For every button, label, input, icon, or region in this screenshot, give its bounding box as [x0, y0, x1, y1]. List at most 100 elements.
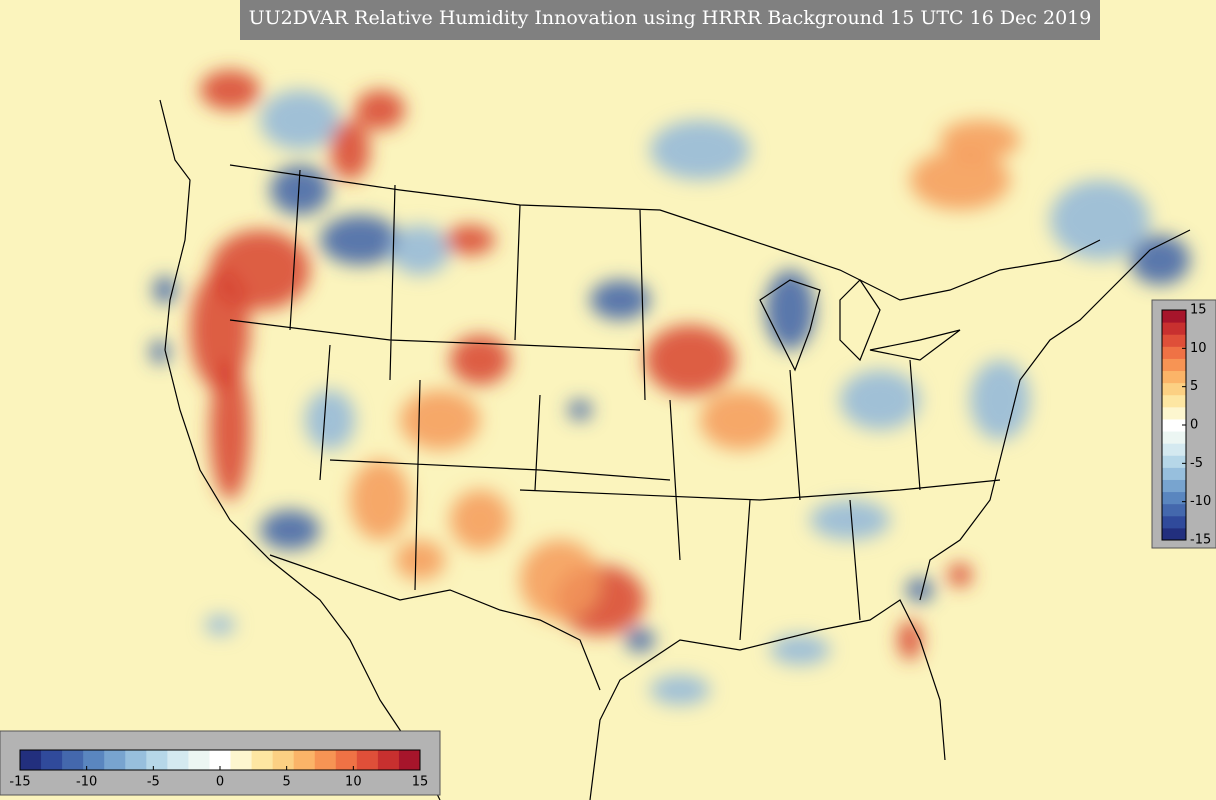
colorbar-swatch	[356, 750, 379, 770]
colorbar-tick-label: 10	[1190, 341, 1207, 356]
colorbar-swatch	[314, 750, 337, 770]
coastline	[159, 99, 441, 800]
colorbar-swatch	[1162, 346, 1186, 359]
colorbar-swatch	[188, 750, 210, 770]
east-coast	[919, 229, 1191, 601]
anomaly-blob	[568, 400, 592, 420]
colorbar-tick-label: -15	[9, 775, 30, 790]
colorbar-swatch	[1162, 322, 1186, 335]
anomaly-blob	[305, 390, 355, 450]
anomaly-blob	[200, 70, 260, 110]
anomaly-blob	[153, 276, 177, 304]
canada-border	[229, 164, 1101, 301]
anomaly-blob	[590, 280, 650, 320]
anomaly-blob	[355, 90, 405, 130]
colorbar-tick-label: -5	[1190, 456, 1203, 471]
title-box	[240, 0, 1100, 40]
colorbar-swatch	[167, 750, 189, 770]
colorbar-tick-label: 5	[283, 775, 291, 790]
anomaly-blob	[520, 540, 600, 620]
colorbar-swatch	[1162, 418, 1186, 432]
colorbar-right: 15 10 5 0 -5 -10 -15	[1161, 303, 1211, 548]
colorbar-swatch	[1162, 406, 1186, 420]
anomaly-blob	[400, 390, 480, 450]
boundaries	[159, 99, 1191, 800]
anomaly-blob	[1050, 180, 1150, 260]
colorbar-swatch	[335, 750, 358, 770]
colorbar-tick-label: -5	[147, 775, 160, 790]
anomaly-blob	[770, 635, 830, 665]
anomaly-blob	[948, 563, 972, 587]
anomaly-blob	[350, 460, 410, 540]
anomaly-blob	[645, 325, 735, 395]
colorbar-swatch	[1162, 491, 1186, 505]
anomaly-blob	[650, 675, 710, 705]
colorbar-swatch	[62, 750, 84, 770]
colorbar-swatch	[1162, 310, 1186, 323]
gulf-coast	[589, 599, 946, 800]
anomaly-blob	[906, 578, 934, 602]
colorbar-swatch	[1162, 467, 1186, 480]
colorbar-swatch	[272, 750, 295, 770]
colorbar-swatch	[41, 750, 63, 770]
anomaly-blob	[260, 510, 320, 550]
colorbar-swatch	[1162, 431, 1186, 444]
colorbar-swatch	[1162, 334, 1186, 347]
anomaly-blob	[260, 90, 340, 150]
anomaly-blob	[840, 370, 920, 430]
anomaly-blob	[205, 615, 235, 635]
anomaly-blob	[320, 215, 400, 265]
colorbar-tick-label: 15	[1190, 303, 1207, 318]
anomaly-blob	[810, 500, 890, 540]
anomaly-blob	[700, 390, 780, 450]
colorbar-swatch	[1162, 382, 1186, 396]
colorbar-tick-label: -10	[76, 775, 97, 790]
colorbar-tick-label: 5	[1190, 379, 1198, 394]
colorbar-swatch	[1162, 358, 1186, 372]
colorbar-swatch	[251, 750, 274, 770]
colorbar-swatch	[1162, 527, 1186, 541]
anomaly-blob	[765, 270, 815, 350]
colorbar-swatch	[230, 750, 253, 770]
anomaly-blob	[1130, 235, 1190, 285]
colorbar-swatch	[1162, 394, 1186, 408]
anomaly-blob	[898, 620, 922, 660]
anomaly-blob	[450, 335, 510, 385]
colorbar-tick-label: 15	[412, 775, 429, 790]
colorbar-swatch	[293, 750, 316, 770]
colorbar-swatch	[1162, 479, 1186, 493]
state-lines	[229, 169, 1001, 641]
anomaly-blob	[450, 490, 510, 550]
colorbar-swatch	[104, 750, 126, 770]
great-lakes	[759, 279, 961, 372]
colorbar-swatch	[83, 750, 105, 770]
colorbar-swatch	[125, 750, 147, 770]
colorbar-tick-label: 0	[1190, 418, 1198, 433]
anomaly-blob	[330, 120, 370, 180]
colorbar-swatch	[1162, 455, 1186, 468]
colorbar-swatch	[377, 750, 400, 770]
anomaly-blob	[625, 628, 655, 652]
anomaly-blob	[910, 150, 1010, 210]
colorbar-bottom: -15 -10 -5 0 5 10 15	[9, 749, 429, 790]
anomaly-blob	[395, 540, 445, 580]
colorbar-swatch	[209, 750, 232, 770]
anomaly-blob	[190, 270, 250, 390]
colorbar-swatch	[1162, 503, 1186, 517]
colorbar-swatch	[1162, 515, 1186, 529]
colorbar-swatch	[1162, 443, 1186, 456]
colorbar-swatch	[20, 750, 42, 770]
colorbar-swatch	[1162, 370, 1186, 384]
anomaly-blob	[445, 225, 495, 255]
innovation-field	[150, 70, 1190, 705]
anomaly-blob	[940, 120, 1020, 160]
anomaly-blob	[210, 360, 250, 500]
title: UU2DVAR Relative Humidity Innovation usi…	[249, 7, 1092, 29]
colorbar-swatch	[398, 750, 421, 770]
mexico-border	[269, 554, 601, 691]
colorbar-swatch	[146, 750, 168, 770]
anomaly-blob	[970, 360, 1030, 440]
